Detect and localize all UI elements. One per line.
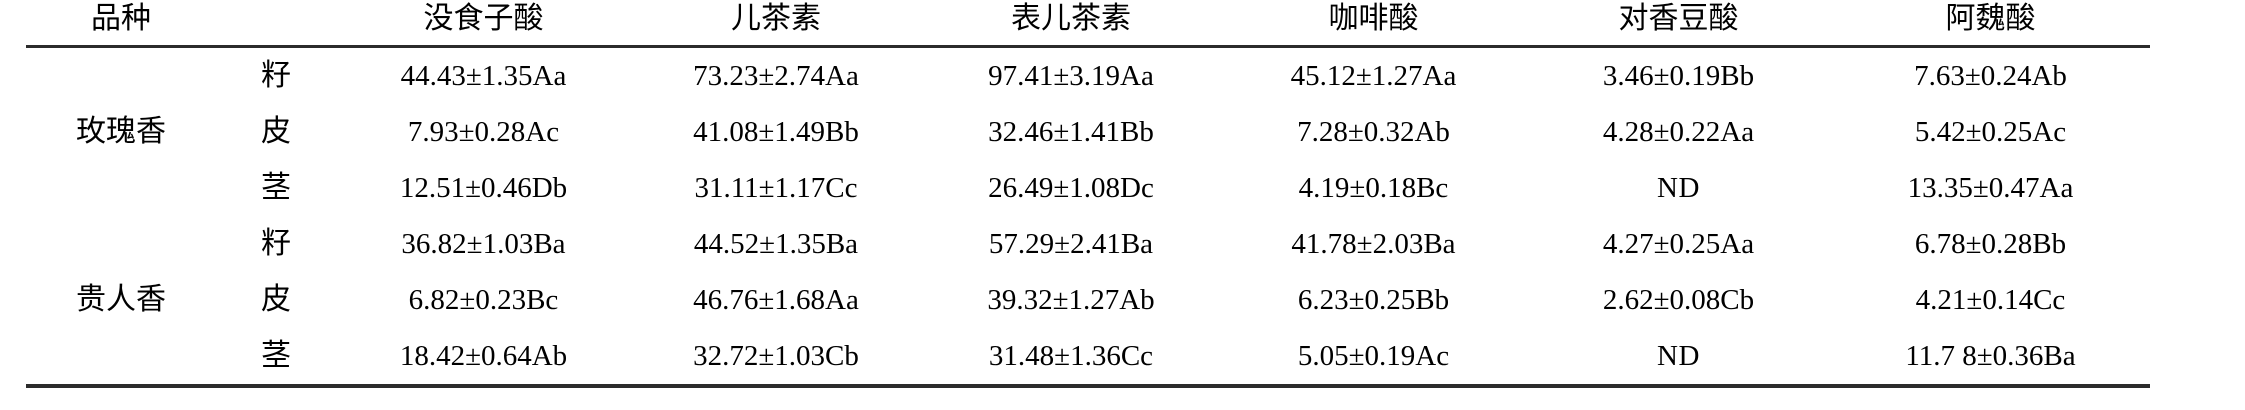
column-header-gallic-acid: 没食子酸 (336, 0, 631, 48)
cell-caffeic-acid: 45.12±1.27Aa (1290, 59, 1457, 92)
column-header-tissue (216, 0, 336, 48)
table-row: 贵人香 皮 6.82±0.23Bc 46.76±1.68Aa 39.32±1.2… (26, 272, 2150, 328)
cell-epicatechin: 31.48±1.36Cc (921, 328, 1221, 388)
column-header-catechin: 儿茶素 (631, 0, 921, 48)
cell-variety: 玫瑰香 (76, 115, 166, 148)
cell-epicatechin: 39.32±1.27Ab (987, 283, 1155, 316)
cell-tissue: 籽 (261, 227, 291, 260)
cell-catechin: 41.08±1.49Bb (693, 115, 859, 148)
cell-catechin: 73.23±2.74Aa (693, 59, 859, 92)
cell-gallic-acid: 44.43±1.35Aa (400, 59, 567, 92)
cell-tissue: 茎 (261, 171, 291, 204)
cell-p-coumaric-acid: 3.46±0.19Bb (1602, 59, 1755, 92)
cell-variety (26, 328, 216, 388)
cell-tissue: 籽 (261, 59, 291, 92)
cell-gallic-acid: 7.93±0.28Ac (407, 115, 560, 148)
cell-catechin: 32.72±1.03Cb (631, 328, 921, 388)
cell-variety (26, 216, 216, 272)
column-header-variety: 品种 (26, 0, 216, 48)
cell-variety (26, 47, 216, 105)
cell-caffeic-acid: 4.19±0.18Bc (1298, 171, 1449, 204)
cell-gallic-acid: 6.82±0.23Bc (408, 283, 559, 316)
cell-variety: 贵人香 (76, 283, 166, 316)
cell-p-coumaric-acid: 4.27±0.25Aa (1602, 227, 1755, 260)
cell-tissue: 茎 (216, 328, 336, 388)
cell-variety (26, 160, 216, 216)
cell-tissue: 皮 (261, 115, 291, 148)
column-header-caffeic-acid: 咖啡酸 (1221, 0, 1526, 48)
table-row: 茎 18.42±0.64Ab 32.72±1.03Cb 31.48±1.36Cc… (26, 328, 2150, 388)
phenolic-compounds-table: 品种 没食子酸 儿茶素 表儿茶素 咖啡酸 对香豆酸 阿魏酸 籽 44.43±1.… (26, 0, 2150, 388)
cell-ferulic-acid: 11.7 8±0.36Ba (1831, 328, 2150, 388)
cell-gallic-acid: 18.42±0.64Ab (336, 328, 631, 388)
table-body: 籽 44.43±1.35Aa 73.23±2.74Aa 97.41±3.19Aa… (26, 47, 2150, 388)
cell-p-coumaric-acid: 4.28±0.22Aa (1602, 115, 1755, 148)
table-row: 玫瑰香 皮 7.93±0.28Ac 41.08±1.49Bb 32.46±1.4… (26, 104, 2150, 160)
table-header: 品种 没食子酸 儿茶素 表儿茶素 咖啡酸 对香豆酸 阿魏酸 (26, 0, 2150, 48)
cell-tissue: 皮 (261, 283, 291, 316)
cell-caffeic-acid: 6.23±0.25Bb (1297, 283, 1450, 316)
cell-caffeic-acid: 5.05±0.19Ac (1221, 328, 1526, 388)
table-row: 茎 12.51±0.46Db 31.11±1.17Cc 26.49±1.08Dc… (26, 160, 2150, 216)
cell-caffeic-acid: 7.28±0.32Ab (1297, 115, 1450, 148)
cell-epicatechin: 97.41±3.19Aa (988, 59, 1154, 92)
cell-epicatechin: 26.49±1.08Dc (988, 171, 1154, 204)
cell-ferulic-acid: 7.63±0.24Ab (1914, 59, 2067, 92)
cell-ferulic-acid: 5.42±0.25Ac (1914, 115, 2067, 148)
header-row: 品种 没食子酸 儿茶素 表儿茶素 咖啡酸 对香豆酸 阿魏酸 (26, 0, 2150, 48)
table-row: 籽 44.43±1.35Aa 73.23±2.74Aa 97.41±3.19Aa… (26, 47, 2150, 105)
column-header-epicatechin: 表儿茶素 (921, 0, 1221, 48)
cell-catechin: 46.76±1.68Aa (693, 283, 859, 316)
cell-catechin: 44.52±1.35Ba (693, 227, 859, 260)
cell-epicatechin: 32.46±1.41Bb (988, 115, 1154, 148)
column-header-ferulic-acid: 阿魏酸 (1831, 0, 2150, 48)
cell-ferulic-acid: 4.21±0.14Cc (1915, 283, 2066, 316)
cell-ferulic-acid: 13.35±0.47Aa (1907, 171, 2074, 204)
cell-epicatechin: 57.29±2.41Ba (988, 227, 1154, 260)
cell-ferulic-acid: 6.78±0.28Bb (1914, 227, 2067, 260)
cell-p-coumaric-acid: ND (1526, 328, 1831, 388)
cell-gallic-acid: 36.82±1.03Ba (401, 227, 566, 260)
cell-p-coumaric-acid: ND (1657, 171, 1700, 204)
cell-catechin: 31.11±1.17Cc (694, 171, 858, 204)
cell-gallic-acid: 12.51±0.46Db (399, 171, 568, 204)
table-row: 籽 36.82±1.03Ba 44.52±1.35Ba 57.29±2.41Ba… (26, 216, 2150, 272)
cell-p-coumaric-acid: 2.62±0.08Cb (1602, 283, 1755, 316)
column-header-p-coumaric-acid: 对香豆酸 (1526, 0, 1831, 48)
cell-caffeic-acid: 41.78±2.03Ba (1291, 227, 1456, 260)
